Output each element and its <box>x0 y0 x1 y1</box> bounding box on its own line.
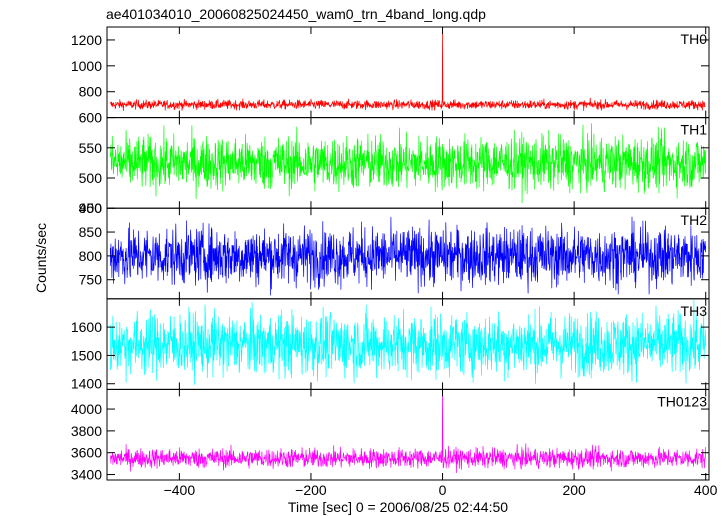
panel-stack: TH0 600 800 1000 1200 TH1 450 500 550 TH2 750 800 85… <box>71 26 718 498</box>
y-tick-label: 1400 <box>71 376 102 392</box>
x-tick-label: 0 <box>439 482 447 498</box>
x-tick-label: 400 <box>694 482 718 498</box>
panel-label-th0: TH0 <box>681 31 708 47</box>
y-tick-label: 500 <box>79 170 103 186</box>
chart-title: ae401034010_20060825024450_wam0_trn_4ban… <box>106 6 486 22</box>
y-tick-label: 3400 <box>71 467 102 483</box>
panel-label-th3: TH3 <box>681 303 708 319</box>
series-line-th3 <box>109 300 707 385</box>
y-tick-label: 1000 <box>71 58 102 74</box>
x-tick-label: −200 <box>295 482 327 498</box>
y-tick-label: 550 <box>79 140 103 156</box>
y-tick-label: 3600 <box>71 445 102 461</box>
y-tick-label: 850 <box>79 224 103 240</box>
y-tick-label: 800 <box>79 248 103 264</box>
y-tick-label: 1600 <box>71 319 102 335</box>
y-tick-label: 600 <box>79 110 103 126</box>
y-tick-label: 900 <box>79 200 103 216</box>
y-axis-label: Counts/sec <box>33 223 49 293</box>
y-tick-label: 800 <box>79 84 103 100</box>
panel-label-th0123: TH0123 <box>657 393 707 409</box>
panel-label-th2: TH2 <box>681 212 708 228</box>
series-line-th2 <box>109 216 707 296</box>
panel-frame-th0123 <box>106 388 710 481</box>
x-tick-label: −400 <box>164 482 196 498</box>
x-axis-label: Time [sec] 0 = 2006/08/25 02:44:50 <box>288 499 508 515</box>
y-tick-label: 750 <box>79 272 103 288</box>
y-tick-label: 3800 <box>71 423 102 439</box>
series-line-th0123 <box>110 389 707 474</box>
y-tick-label: 1500 <box>71 347 102 363</box>
series-line-th0 <box>109 28 706 111</box>
y-tick-label: 450 <box>79 200 103 216</box>
y-tick-label: 4000 <box>71 401 102 417</box>
series-line-th1 <box>109 123 707 204</box>
x-tick-label: 200 <box>562 482 586 498</box>
panel-label-th1: TH1 <box>681 122 708 138</box>
y-tick-label: 1200 <box>71 32 102 48</box>
